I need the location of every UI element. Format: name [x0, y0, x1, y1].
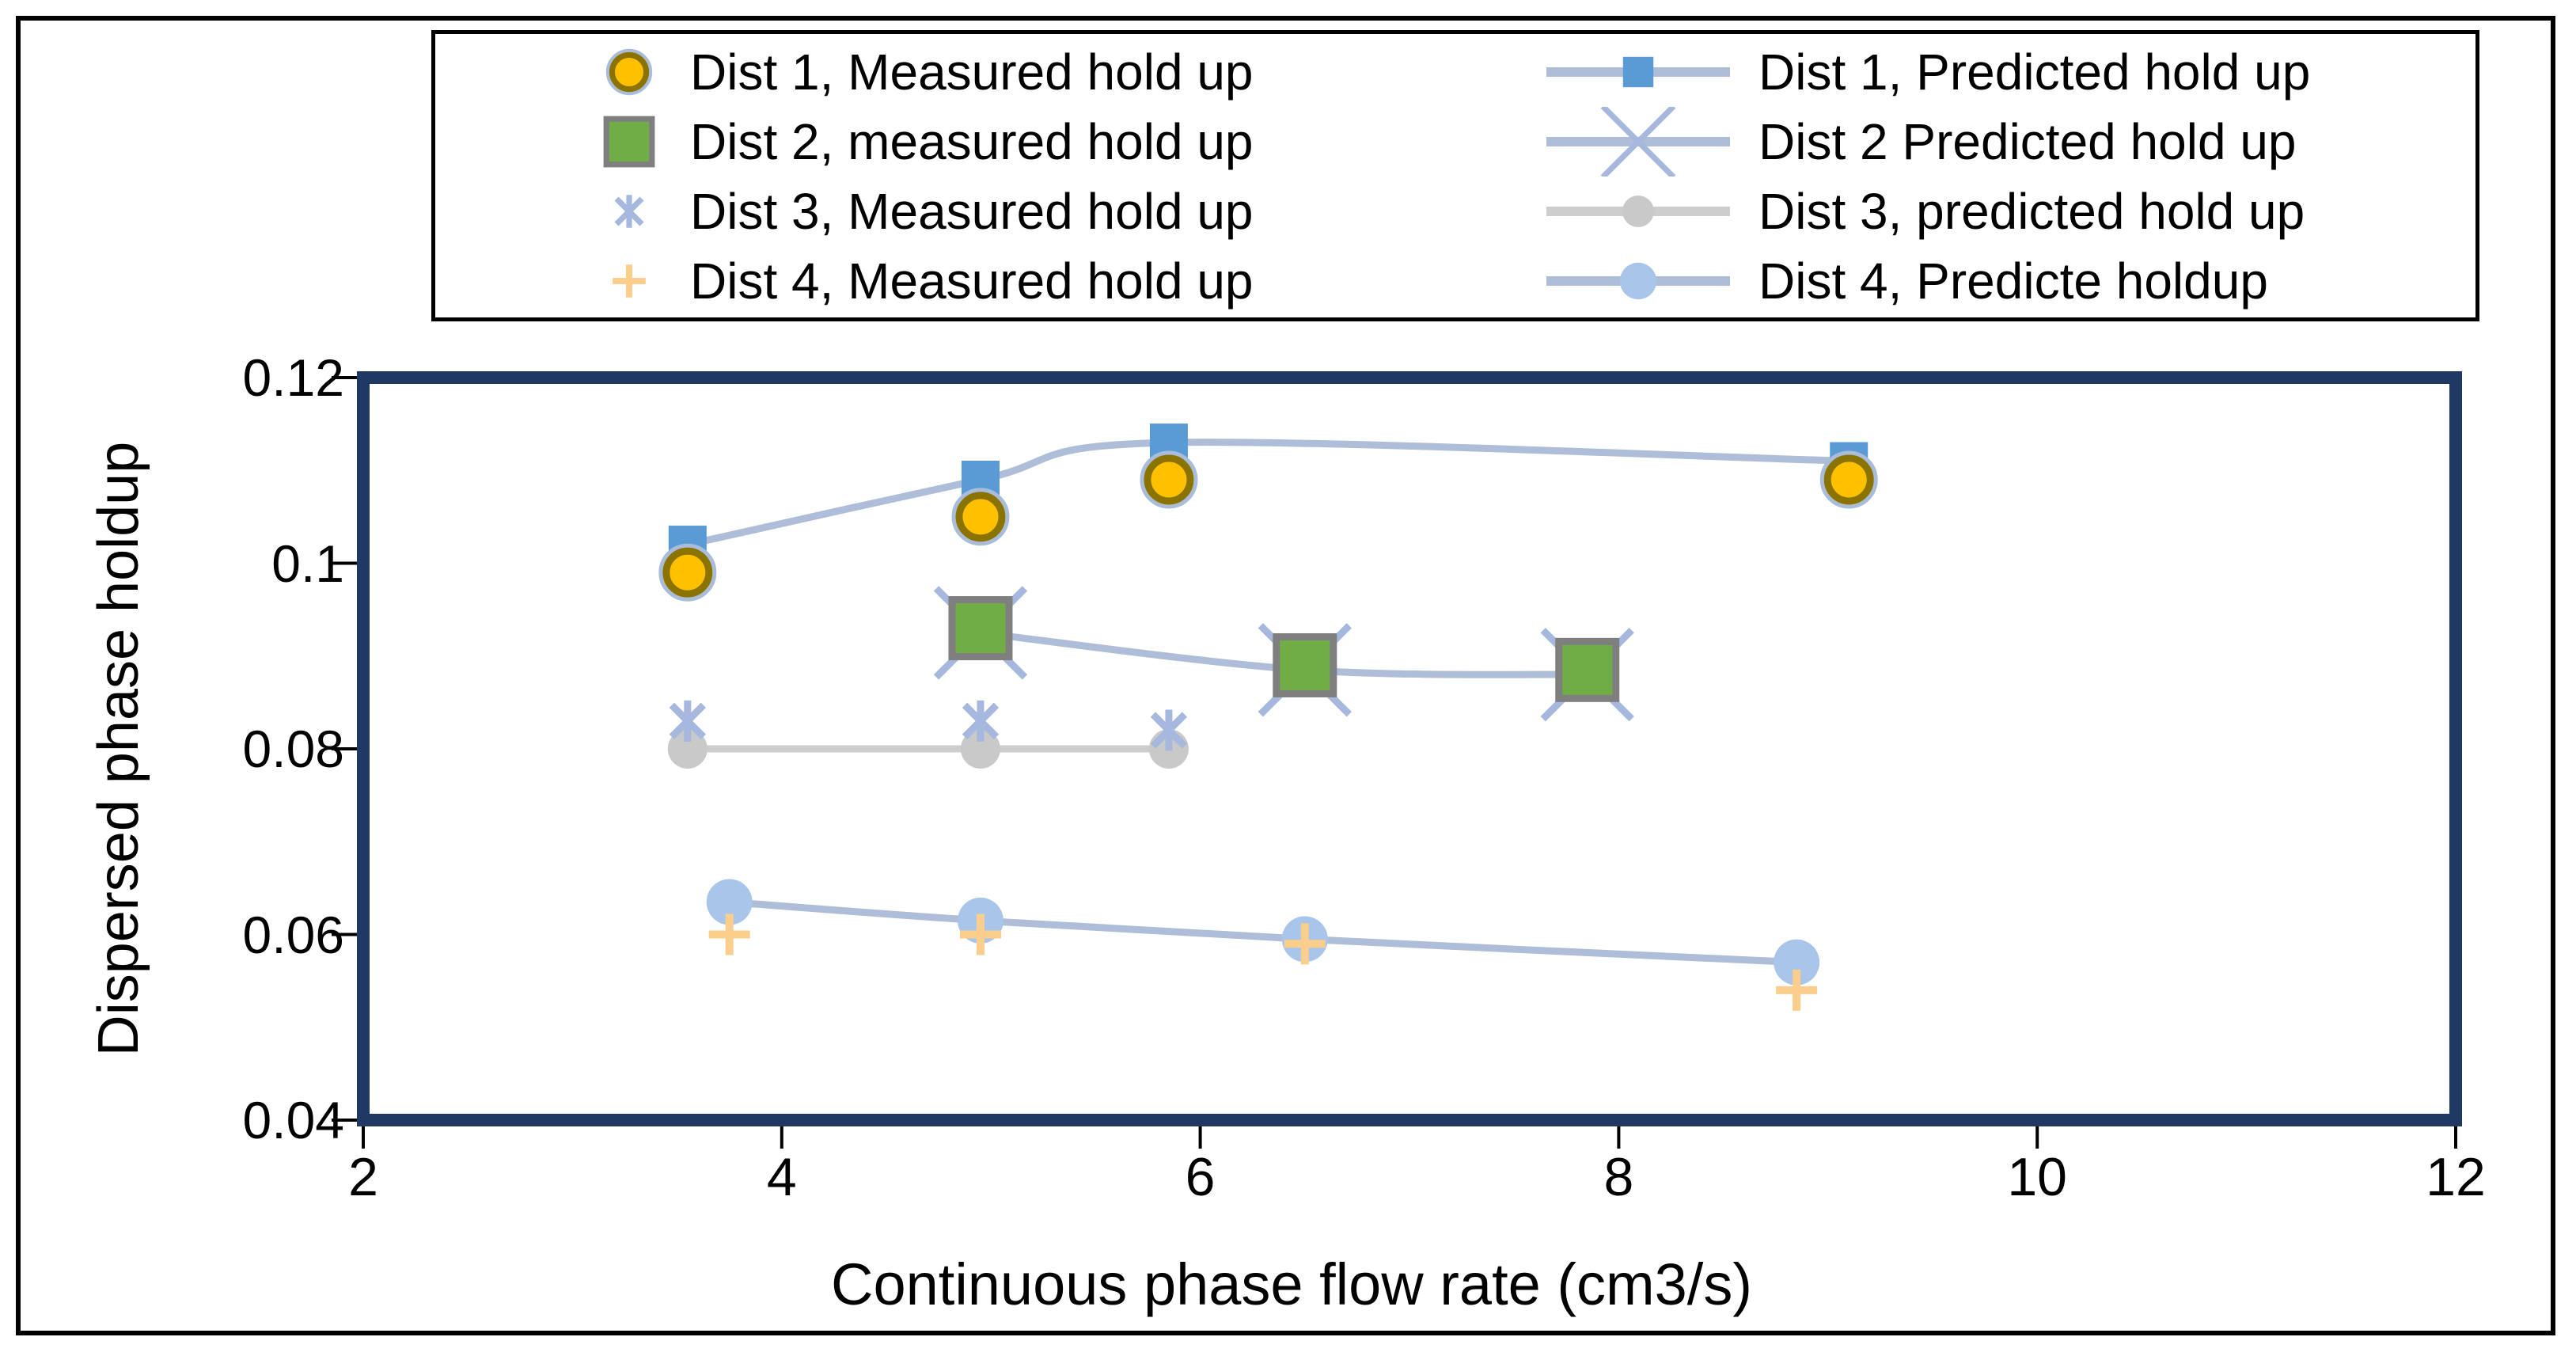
- line-x-marker-icon: [1546, 107, 1730, 177]
- y-tick-label: 0.06: [242, 905, 344, 964]
- square-green-marker-icon: [603, 116, 655, 168]
- circle-orange-marker-icon: [605, 48, 653, 96]
- line-circle-gray-marker-icon: [1546, 196, 1730, 227]
- line-circle-lightblue-marker-icon: [1546, 262, 1730, 300]
- legend-label: Dist 1, Predicted hold up: [1758, 44, 2311, 101]
- series-markers: [658, 450, 1878, 602]
- legend-item-dist1-measured: Dist 1, Measured hold up: [586, 37, 1496, 107]
- legend-label: Dist 2, measured hold up: [690, 113, 1254, 170]
- x-tick-label: 6: [1185, 1147, 1216, 1207]
- legend-item-dist3-measured: Dist 3, Measured hold up: [586, 177, 1496, 246]
- legend-column-predicted: Dist 1, Predicted hold up Dist 2 Predict…: [1535, 37, 2477, 314]
- legend-item-dist1-predicted: Dist 1, Predicted hold up: [1535, 37, 2477, 107]
- legend-column-measured: Dist 1, Measured hold up Dist 2, measure…: [586, 37, 1496, 314]
- plus-marker-icon: [613, 264, 646, 298]
- series-markers: [706, 879, 1820, 986]
- y-tick-label: 0.12: [242, 348, 344, 407]
- legend-label: Dist 4, Measured hold up: [690, 253, 1254, 310]
- asterisk-marker-icon: [614, 195, 644, 228]
- legend-label: Dist 3, predicted hold up: [1758, 183, 2305, 240]
- series-markers: [669, 700, 1188, 751]
- legend-box: Dist 1, Measured hold up Dist 2, measure…: [431, 30, 2479, 321]
- y-axis-title: Dispersed phase holdup: [87, 441, 150, 1057]
- x-tick-label: 8: [1603, 1147, 1634, 1207]
- series-markers: [708, 913, 1818, 1011]
- y-tick-label: 0.04: [242, 1091, 344, 1149]
- line-square-blue-marker-icon: [1546, 56, 1730, 88]
- x-tick-label: 12: [2426, 1147, 2486, 1207]
- series-line: [684, 439, 1853, 549]
- x-tick-label: 10: [2007, 1147, 2068, 1207]
- x-tick-label: 4: [766, 1147, 797, 1207]
- legend-item-dist4-measured: Dist 4, Measured hold up: [586, 246, 1496, 316]
- plot-frame: [357, 371, 2462, 1126]
- series-markers: [667, 729, 1189, 769]
- legend-label: Dist 2 Predicted hold up: [1758, 113, 2297, 170]
- series-line: [726, 898, 1800, 967]
- legend-item-dist3-predicted: Dist 3, predicted hold up: [1535, 177, 2477, 246]
- plot-area: [332, 371, 2462, 1149]
- outer-border: [16, 16, 2555, 1335]
- x-tick-label: 2: [348, 1147, 378, 1207]
- y-tick-label: 0.08: [242, 720, 344, 778]
- legend-item-dist4-predicted: Dist 4, Predicte holdup: [1535, 246, 2477, 316]
- legend-label: Dist 4, Predicte holdup: [1758, 253, 2268, 310]
- y-tick-label: 0.1: [271, 534, 344, 593]
- legend-item-dist2-measured: Dist 2, measured hold up: [586, 107, 1496, 177]
- series-markers: [948, 596, 1620, 702]
- legend-label: Dist 3, Measured hold up: [690, 183, 1254, 240]
- x-axis-title: Continuous phase flow rate (cm3/s): [831, 1252, 1752, 1317]
- legend-label: Dist 1, Measured hold up: [690, 44, 1254, 101]
- legend-item-dist2-predicted: Dist 2 Predicted hold up: [1535, 107, 2477, 177]
